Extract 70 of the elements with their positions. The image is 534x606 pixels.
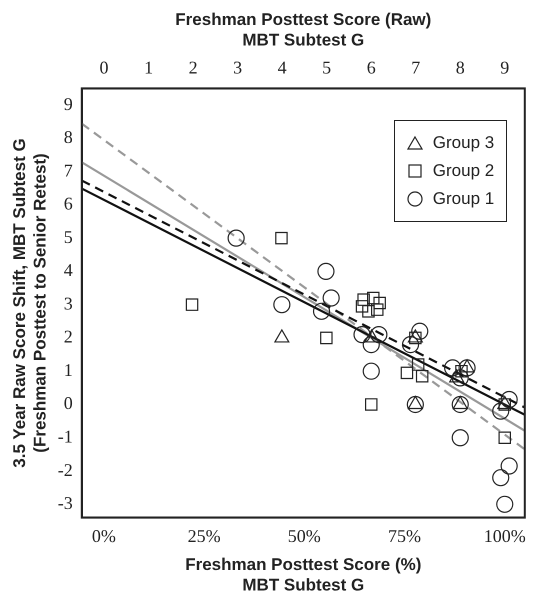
point	[444, 359, 462, 376]
point	[492, 469, 510, 486]
point	[452, 369, 469, 386]
point	[312, 302, 330, 320]
x2-axis-title: Freshman Posttest Score (Raw) MBT Subtest G	[175, 10, 432, 50]
y-tick-label: -3	[58, 493, 73, 514]
x2-tick-label: 8	[456, 57, 465, 78]
x-tick-label: 100%	[484, 526, 526, 546]
point	[498, 431, 512, 444]
x2-tick-label: 4	[278, 57, 287, 78]
point	[500, 390, 518, 408]
point	[362, 336, 380, 354]
point	[228, 230, 245, 247]
x2-tick-label: 7	[411, 57, 420, 78]
legend-label: Group 3	[432, 133, 494, 154]
x-tick-label: 75%	[388, 526, 422, 546]
legend-label: Group 2	[432, 161, 494, 182]
y-tick-label: 5	[64, 226, 73, 247]
point	[322, 289, 340, 307]
y-tick-label: 1	[64, 360, 73, 380]
legend-label: Group 1	[432, 189, 494, 210]
point	[370, 326, 388, 344]
point	[496, 496, 514, 513]
y-tick-label: 2	[64, 326, 73, 347]
x2-tick-label: 9	[500, 57, 510, 78]
point	[411, 322, 428, 340]
point	[452, 396, 469, 414]
x2-tick-label: 0	[100, 57, 109, 78]
x2-tick-label: 1	[144, 57, 154, 78]
point	[356, 300, 368, 313]
x2-tick-label: 2	[188, 57, 198, 78]
point	[373, 296, 386, 310]
point	[364, 398, 378, 411]
point	[273, 296, 290, 314]
x2-tick-label: 3	[233, 57, 242, 78]
point	[402, 336, 420, 354]
x2-tick-label: 5	[322, 57, 332, 78]
y-tick-label: 8	[64, 127, 73, 148]
point	[353, 326, 371, 344]
point	[186, 298, 198, 311]
point	[412, 358, 424, 371]
point	[317, 262, 335, 280]
y-tick-label: -1	[58, 426, 73, 446]
point	[416, 370, 428, 382]
point	[406, 396, 424, 414]
y-tick-label: 3	[64, 293, 73, 314]
y-tick-label: 9	[64, 94, 73, 114]
point	[371, 303, 384, 316]
point	[400, 366, 414, 380]
x-tick-label: 25%	[188, 526, 221, 546]
point	[357, 293, 370, 306]
y-axis-title: 3.5 Year Raw Score Shift, MBT Subtest G (Freshman Posttest to Senior Retest)	[10, 138, 50, 468]
point	[320, 332, 333, 344]
x-tick-label: 50%	[288, 526, 321, 546]
point	[500, 457, 518, 475]
x2-tick-label: 6	[366, 57, 376, 78]
point	[367, 292, 380, 304]
point	[492, 402, 510, 420]
x-axis-title: Freshman Posttest Score (%) MBT Subtest G	[185, 555, 422, 594]
y-tick-label: 7	[64, 160, 73, 180]
point	[362, 362, 380, 380]
y-tick-label: 6	[64, 194, 73, 214]
y-tick-label: 4	[64, 260, 73, 280]
point	[275, 232, 288, 244]
point	[452, 429, 469, 446]
y-tick-label: 0	[64, 393, 73, 414]
x-tick-label: 0%	[92, 526, 116, 546]
point	[362, 305, 375, 318]
y-tick-label: -2	[58, 460, 73, 480]
point	[458, 359, 476, 376]
